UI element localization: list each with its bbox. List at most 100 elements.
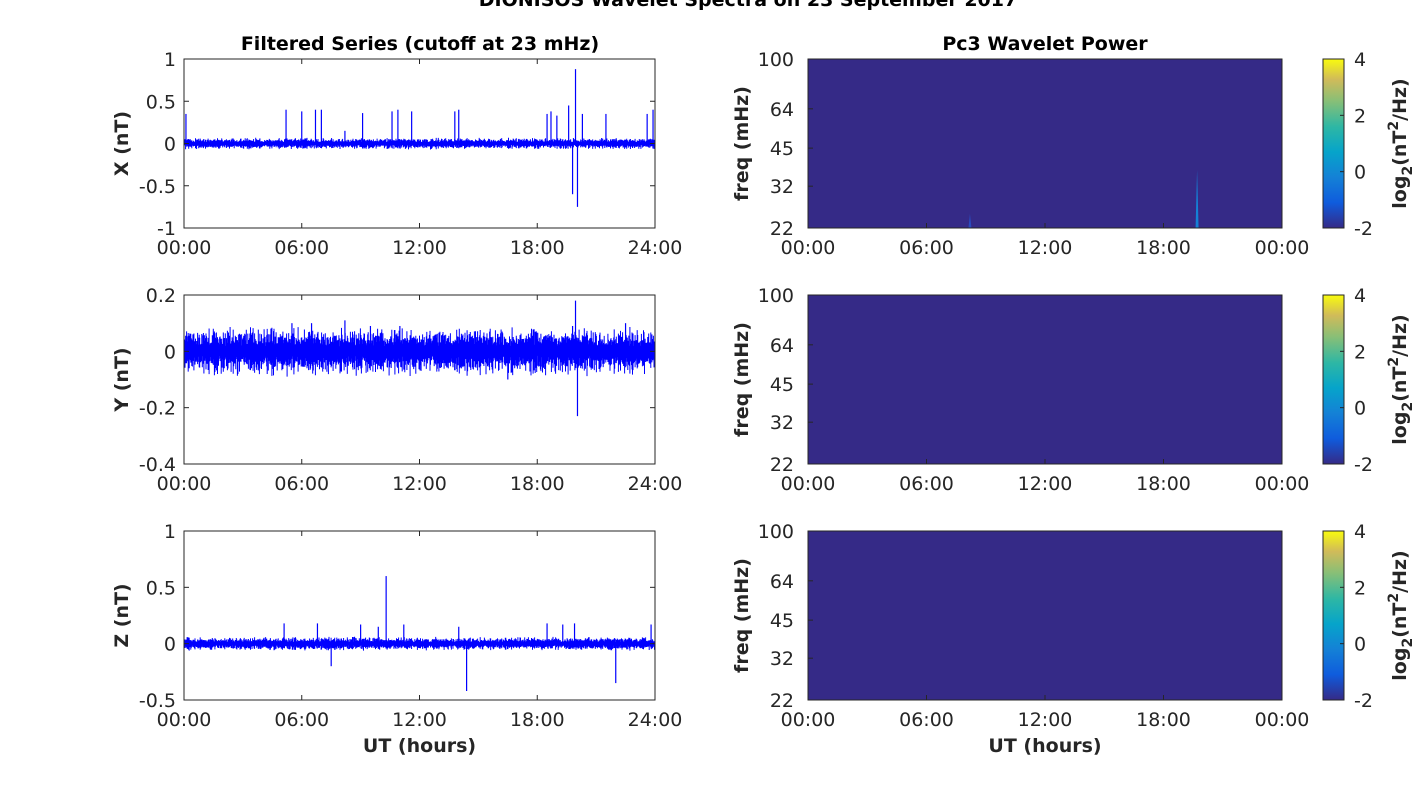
colorbar-tick-label: 4 — [1354, 49, 1366, 71]
x-tick-label: 12:00 — [1018, 709, 1073, 731]
line-panel: 00:00 06:00 12:00 18:00 24:00 -0.4 -0.2 0 0.2 Y (… — [111, 285, 682, 495]
y-tick-label: 0.5 — [146, 577, 176, 599]
x-tick-label: 06:00 — [899, 473, 954, 495]
x-tick-label: 18:00 — [1136, 473, 1191, 495]
y-axis-label: Y (nT) — [111, 347, 133, 412]
x-tick-label: 00:00 — [157, 237, 212, 259]
colorbar-label: log2(nT2/Hz) — [1386, 78, 1416, 208]
colorbar-tick-label: 0 — [1354, 634, 1366, 656]
y-tick-label: -0.5 — [139, 176, 176, 198]
right-column-title: Pc3 Wavelet Power — [942, 33, 1148, 55]
x-tick-label: 06:00 — [274, 473, 329, 495]
wavelet-power-burst — [1195, 169, 1199, 228]
colorbar-tick-label: 4 — [1354, 521, 1366, 543]
x-tick-label: 12:00 — [392, 709, 447, 731]
x-tick-label: 12:00 — [392, 473, 447, 495]
colorbar-tick-label: 0 — [1354, 162, 1366, 184]
y-axis-label: Z (nT) — [111, 583, 133, 647]
colorbar-gradient — [1322, 530, 1345, 701]
heatmap-field — [808, 295, 1282, 464]
colorbar-tick-label: 4 — [1354, 285, 1366, 307]
x-axis-label: UT (hours) — [988, 735, 1101, 757]
wavelet-power-burst — [968, 213, 972, 228]
x-axis-label: UT (hours) — [363, 735, 476, 757]
line-panel: 00:00 06:00 12:00 18:00 24:00 -0.5 0 0.5 1 Z (nT)… — [111, 521, 682, 757]
y-tick-label: 45 — [770, 138, 794, 160]
y-tick-label: 100 — [758, 49, 794, 71]
x-tick-label: 00:00 — [157, 473, 212, 495]
y-tick-label: 1 — [164, 521, 176, 543]
y-tick-label: 1 — [164, 49, 176, 71]
x-tick-label: 18:00 — [510, 237, 565, 259]
colorbar-tick-label: 2 — [1354, 577, 1366, 599]
figure-title: DIONISOS Wavelet Spectra on 23 September… — [479, 0, 1017, 11]
y-tick-label: 64 — [770, 335, 794, 357]
x-tick-label: 06:00 — [274, 709, 329, 731]
colorbar-label: log2(nT2/Hz) — [1386, 314, 1416, 444]
y-tick-label: 0 — [164, 634, 176, 656]
colorbar-label: log2(nT2/Hz) — [1386, 550, 1416, 680]
y-tick-label: 64 — [770, 571, 794, 593]
y-tick-label: 45 — [770, 610, 794, 632]
y-axis-label: freq (mHz) — [731, 322, 753, 437]
heatmap-panel: 00:00 06:00 12:00 18:00 00:0022324564100freq… — [731, 521, 1416, 757]
y-tick-label: 45 — [770, 374, 794, 396]
y-tick-label: 22 — [770, 690, 794, 712]
y-tick-label: -1 — [157, 218, 176, 240]
y-tick-label: -0.2 — [139, 398, 176, 420]
x-tick-label: 18:00 — [1136, 709, 1191, 731]
y-axis-label: X (nT) — [111, 111, 133, 176]
y-tick-label: 100 — [758, 521, 794, 543]
y-tick-label: 32 — [770, 648, 794, 670]
y-tick-label: 0.2 — [146, 285, 176, 307]
x-tick-label: 24:00 — [628, 709, 683, 731]
x-tick-label: 00:00 — [1255, 709, 1310, 731]
x-tick-label: 00:00 — [781, 473, 836, 495]
y-tick-label: 100 — [758, 285, 794, 307]
x-tick-label: 18:00 — [510, 709, 565, 731]
left-column-title: Filtered Series (cutoff at 23 mHz) — [241, 33, 599, 55]
y-axis-label: freq (mHz) — [731, 86, 753, 201]
heatmap-field — [808, 59, 1282, 228]
heatmap-panel: 00:00 06:00 12:00 18:00 00:0022324564100freq… — [731, 49, 1416, 259]
heatmap-panel: 00:00 06:00 12:00 18:00 00:0022324564100freq… — [731, 285, 1416, 495]
heatmap-field — [808, 531, 1282, 700]
colorbar-tick-label: 2 — [1354, 105, 1366, 127]
x-tick-label: 24:00 — [628, 237, 683, 259]
x-tick-label: 06:00 — [899, 709, 954, 731]
x-tick-label: 12:00 — [1018, 237, 1073, 259]
y-tick-label: 22 — [770, 218, 794, 240]
y-tick-label: -0.4 — [139, 454, 176, 476]
plot-area — [184, 531, 655, 700]
y-tick-label: 32 — [770, 176, 794, 198]
x-tick-label: 00:00 — [1255, 237, 1310, 259]
y-tick-label: 64 — [770, 99, 794, 121]
y-tick-label: 0 — [164, 134, 176, 156]
x-tick-label: 00:00 — [157, 709, 212, 731]
colorbar-tick-label: 0 — [1354, 398, 1366, 420]
x-tick-label: 06:00 — [274, 237, 329, 259]
plot-area — [184, 295, 655, 464]
line-panel: 00:00 06:00 12:00 18:00 24:00 -1 -0.5 0 0.5 1 X (n… — [111, 49, 682, 259]
x-tick-label: 12:00 — [1018, 473, 1073, 495]
x-tick-label: 12:00 — [392, 237, 447, 259]
colorbar: 4 2 0 -2 log2(nT2/Hz) — [1322, 285, 1416, 476]
colorbar-tick-label: -2 — [1354, 454, 1373, 476]
x-tick-label: 00:00 — [781, 709, 836, 731]
colorbar-tick-label: -2 — [1354, 218, 1373, 240]
colorbar: 4 2 0 -2 log2(nT2/Hz) — [1322, 49, 1416, 240]
y-axis-label: freq (mHz) — [731, 558, 753, 673]
x-tick-label: 18:00 — [1136, 237, 1191, 259]
y-tick-label: 0.5 — [146, 91, 176, 113]
x-tick-label: 06:00 — [899, 237, 954, 259]
y-tick-label: 32 — [770, 412, 794, 434]
colorbar-gradient — [1322, 58, 1345, 229]
colorbar: 4 2 0 -2 log2(nT2/Hz) — [1322, 521, 1416, 712]
x-tick-label: 24:00 — [628, 473, 683, 495]
y-tick-label: -0.5 — [139, 690, 176, 712]
x-tick-label: 00:00 — [1255, 473, 1310, 495]
colorbar-gradient — [1322, 294, 1345, 465]
x-tick-label: 00:00 — [781, 237, 836, 259]
x-tick-label: 18:00 — [510, 473, 565, 495]
